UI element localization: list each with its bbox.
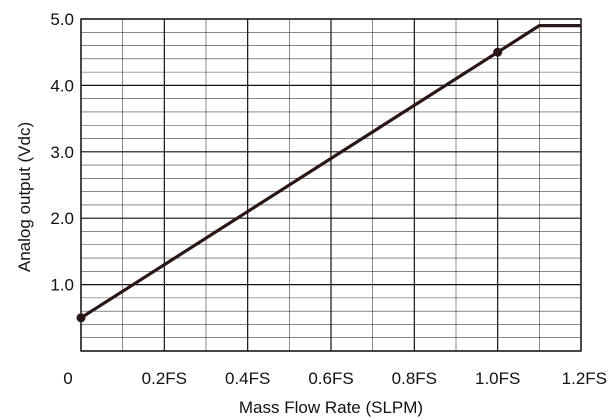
x-tick-label: 0.4FS (225, 369, 270, 388)
x-tick-label: 0.8FS (392, 369, 437, 388)
major-grid (80, 18, 582, 352)
x-axis-title: Mass Flow Rate (SLPM) (239, 398, 423, 417)
y-tick-label: 4.0 (50, 76, 74, 95)
x-tick-label: 0 (63, 369, 72, 388)
x-tick-label: 1.0FS (475, 369, 520, 388)
y-tick-label: 5.0 (50, 10, 74, 29)
y-axis-title: Analog output (Vdc) (15, 122, 34, 272)
x-tick-label: 0.2FS (142, 369, 187, 388)
tick-labels: 0 0.2FS 0.4FS 0.6FS 0.8FS 1.0FS 1.2FS 1.0 2.0 3.0… (50, 10, 607, 388)
series-line (80, 24, 581, 320)
plot-frame (80, 18, 582, 352)
y-tick-label: 2.0 (50, 209, 74, 228)
y-tick-label: 1.0 (50, 276, 74, 295)
data-point (493, 47, 503, 57)
y-tick-label: 3.0 (50, 143, 74, 162)
data-point (76, 313, 86, 323)
x-tick-label: 0.6FS (308, 369, 353, 388)
x-tick-label: 1.2FS (562, 369, 607, 388)
series-layer (76, 24, 581, 323)
